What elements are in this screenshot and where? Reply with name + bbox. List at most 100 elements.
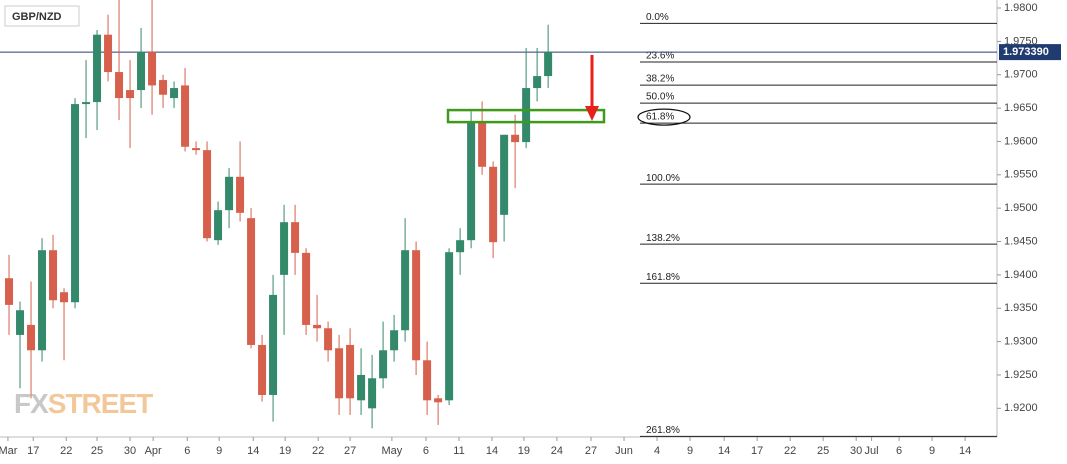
x-tick-label: 11: [453, 445, 464, 457]
x-tick-label: Apr: [145, 445, 162, 457]
candle-body: [225, 176, 234, 211]
x-tick-label: 22: [60, 445, 72, 457]
candle-body: [478, 122, 487, 167]
fib-label: 23.6%: [646, 51, 674, 62]
candle-body: [456, 240, 465, 253]
y-tick-label: 1.9500: [1004, 202, 1038, 214]
candle-body: [379, 350, 388, 379]
current-price-box: [999, 44, 1061, 61]
fib-highlight-ellipse: [637, 108, 691, 126]
y-tick-label: 1.9250: [1004, 369, 1038, 381]
candle-body: [489, 166, 498, 243]
arrow-head: [585, 106, 599, 121]
x-tick-label: 14: [959, 445, 971, 457]
x-tick-label: 19: [279, 445, 291, 457]
candle-body: [148, 52, 157, 86]
x-tick-label: 30: [124, 445, 136, 457]
x-tick-label: 9: [929, 445, 935, 457]
y-tick-label: 1.9450: [1004, 235, 1038, 247]
candle-body: [412, 250, 421, 361]
y-tick-label: 1.9700: [1004, 69, 1038, 81]
candle-body: [71, 104, 80, 303]
x-tick-label: 30: [850, 445, 862, 457]
candle-body: [423, 360, 432, 401]
candle-body: [203, 150, 212, 239]
y-tick-label: 1.9350: [1004, 302, 1038, 314]
candle-body: [445, 252, 454, 401]
highlight-zone: [446, 108, 606, 124]
candle-body: [38, 250, 47, 351]
candle-body: [522, 88, 531, 143]
candle-body: [93, 34, 102, 103]
x-tick-label: 9: [216, 445, 222, 457]
fib-label: 38.2%: [646, 74, 674, 85]
candle-body: [82, 102, 91, 105]
chart-title: GBP/NZD: [12, 11, 62, 23]
y-tick-label: 1.9550: [1004, 169, 1038, 181]
x-tick-label: 25: [91, 445, 103, 457]
x-tick-label: May: [382, 445, 403, 457]
x-tick-label: 25: [817, 445, 829, 457]
x-tick-label: 14: [486, 445, 498, 457]
x-tick-label: 22: [312, 445, 324, 457]
fib-label: 0.0%: [646, 12, 669, 23]
x-tick-label: 6: [896, 445, 902, 457]
x-tick-label: Mar: [0, 445, 18, 457]
candle-body: [368, 378, 377, 409]
x-tick-label: 9: [687, 445, 693, 457]
y-tick-label: 1.9300: [1004, 336, 1038, 348]
x-tick-label: 6: [423, 445, 429, 457]
watermark-street: STREET: [48, 388, 153, 419]
candle-body: [27, 324, 36, 351]
candle-body: [192, 148, 201, 151]
candle-body: [115, 72, 124, 99]
x-tick-label: 22: [784, 445, 796, 457]
current-price-label: 1.973390: [1003, 46, 1049, 58]
candle-body: [16, 310, 25, 335]
x-tick-label: 24: [551, 445, 563, 457]
fib-label: 61.8%: [646, 112, 674, 123]
candle-body: [291, 222, 300, 253]
candle-body: [390, 330, 399, 351]
candle-body: [60, 292, 69, 303]
fib-label: 100.0%: [646, 173, 680, 184]
candle-body: [401, 250, 410, 331]
candle-body: [280, 222, 289, 275]
x-tick-label: 4: [654, 445, 660, 457]
candle-body: [324, 328, 333, 351]
x-tick-label: Jul: [865, 445, 879, 457]
title-box: [4, 5, 80, 27]
candle-body: [49, 250, 58, 301]
candle-body: [170, 88, 179, 99]
x-tick-label: 14: [247, 445, 259, 457]
candle-body: [126, 90, 135, 99]
y-tick-label: 1.9800: [1004, 2, 1038, 14]
candle-body: [104, 34, 113, 73]
x-tick-label: 14: [718, 445, 730, 457]
x-tick-label: Jun: [615, 445, 633, 457]
fib-label: 138.2%: [646, 233, 680, 244]
candle-body: [258, 344, 267, 395]
fib-label: 161.8%: [646, 272, 680, 283]
x-tick-label: 17: [27, 445, 39, 457]
candle-body: [137, 52, 146, 91]
y-tick-label: 1.9600: [1004, 135, 1038, 147]
y-tick-label: 1.9650: [1004, 102, 1038, 114]
candle-body: [500, 134, 509, 215]
candle-body: [533, 76, 542, 89]
x-tick-label: 27: [585, 445, 597, 457]
y-tick-label: 1.9400: [1004, 269, 1038, 281]
candle-body: [357, 374, 366, 401]
watermark-fx: FX: [14, 388, 49, 419]
candle-body: [269, 294, 278, 395]
candle-body: [467, 122, 476, 241]
candle-body: [302, 252, 311, 325]
candle-body: [511, 134, 520, 143]
candle-body: [214, 210, 223, 241]
x-tick-label: 19: [518, 445, 530, 457]
candle-body: [313, 324, 322, 329]
x-tick-label: 17: [751, 445, 763, 457]
candle-body: [181, 85, 190, 147]
candle-body: [236, 176, 245, 213]
